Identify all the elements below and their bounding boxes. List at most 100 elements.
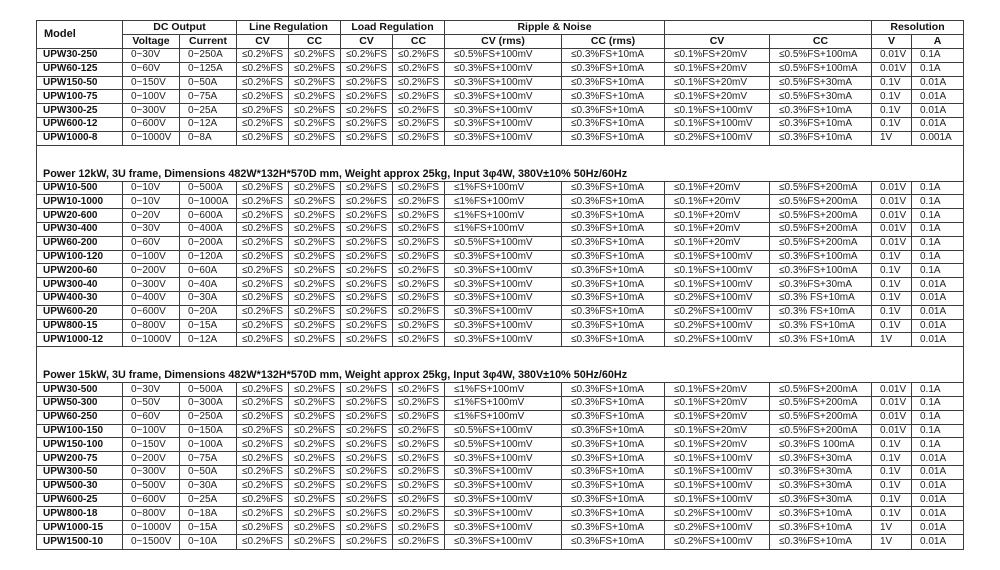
cell-model: UPW10-1000 (37, 195, 123, 210)
cell: ≤0.3%FS+10mA (562, 410, 665, 425)
cell: ≤0.2%FS (237, 424, 289, 439)
cell: ≤0.1%F+20mV (665, 236, 770, 251)
cell: ≤0.2%FS (237, 438, 289, 453)
cell: ≤0.3%FS+10mA (562, 62, 665, 77)
cell: 0~100V (123, 90, 180, 105)
cell: 0~600V (123, 117, 180, 132)
cell: ≤0.2%FS (341, 250, 393, 265)
table-row: UPW200-60 0~200V 0~60A ≤0.2%FS ≤0.2%FS ≤0.2%F… (37, 264, 963, 279)
header-res-a: A (912, 35, 963, 49)
cell: 0.01V (872, 222, 912, 237)
cell: 0~100A (180, 438, 237, 453)
cell: 0~12A (180, 117, 237, 132)
cell: ≤0.3%FS+30mA (770, 465, 872, 480)
cell: 0.01V (872, 383, 912, 397)
cell: ≤0.3%FS+10mA (562, 493, 665, 508)
cell: ≤0.3%FS+10mA (770, 117, 872, 132)
cell: 0~100V (123, 424, 180, 439)
cell: ≤0.2%FS (341, 90, 393, 105)
cell: ≤0.2%FS (289, 424, 341, 439)
cell: ≤0.2%FS (289, 507, 341, 522)
table-row: UPW100-120 0~100V 0~120A ≤0.2%FS ≤0.2%FS ≤0.2… (37, 250, 963, 265)
cell: 0~120A (180, 250, 237, 265)
cell: ≤0.2%FS (289, 333, 341, 348)
cell-model: UPW30-250 (37, 49, 123, 63)
cell: ≤0.3%FS+10mA (562, 452, 665, 466)
spec-table: Model DC Output Line Regulation Load Reg… (36, 20, 964, 550)
cell: ≤0.3%FS+100mV (445, 291, 562, 306)
cell: ≤0.3%FS+10mA (562, 479, 665, 494)
cell: ≤0.2%FS+100mV (665, 534, 770, 549)
cell: ≤0.2%FS (237, 333, 289, 348)
cell: ≤0.2%FS+100mV (665, 291, 770, 306)
cell: 0.01V (872, 49, 912, 63)
cell: 0.1V (872, 90, 912, 105)
cell: ≤0.2%FS+100mV (665, 319, 770, 334)
cell: ≤0.2%FS (393, 222, 445, 237)
cell: 0.01V (872, 396, 912, 411)
cell: ≤0.2%FS (341, 222, 393, 237)
header-line-cc: CC (289, 35, 341, 49)
cell: ≤0.2%FS (237, 222, 289, 237)
cell: 0.1V (872, 305, 912, 320)
cell-model: UPW60-125 (37, 62, 123, 77)
cell: ≤0.3% FS+10mA (770, 305, 872, 320)
cell: 0~60V (123, 410, 180, 425)
cell: ≤0.2%FS+100mV (665, 305, 770, 320)
cell: ≤0.2%FS (237, 76, 289, 91)
header-cc-rms: CC (rms) (562, 35, 665, 49)
cell: ≤0.1%FS+100mV (665, 104, 770, 118)
cell: ≤0.3%FS+100mV (445, 507, 562, 522)
cell: ≤0.2%FS (393, 424, 445, 439)
cell: ≤0.2%FS (341, 305, 393, 320)
header-model: Model (37, 21, 123, 49)
cell: 0~30V (123, 49, 180, 63)
cell: ≤0.2%FS (393, 305, 445, 320)
cell: 0~250A (180, 49, 237, 63)
cell: 1V (872, 131, 912, 146)
table-row: UPW30-400 0~30V 0~400A ≤0.2%FS ≤0.2%FS ≤0.2%F… (37, 222, 963, 237)
cell: 0.1A (912, 438, 963, 453)
header-res-v: V (872, 35, 912, 49)
cell: ≤0.2%FS (237, 410, 289, 425)
table-row: UPW600-12 0~600V 0~12A ≤0.2%FS ≤0.2%FS ≤0.2%F… (37, 117, 963, 132)
cell: 0~300V (123, 104, 180, 118)
cell: 0~30A (180, 291, 237, 306)
cell: ≤0.3%FS+100mV (445, 76, 562, 91)
cell: ≤0.2%FS (341, 521, 393, 535)
cell: ≤0.3%FS+100mV (445, 521, 562, 535)
cell: ≤0.2%FS+100mV (665, 131, 770, 146)
cell: ≤0.1%FS+20mV (665, 90, 770, 105)
cell-model: UPW300-25 (37, 104, 123, 118)
cell: 0~200V (123, 452, 180, 466)
cell: ≤0.5%FS+100mV (445, 438, 562, 453)
cell: 0.001A (912, 132, 963, 146)
header-line-cv: CV (237, 35, 289, 49)
table-row: UPW1500-10 0~1500V 0~10A ≤0.2%FS ≤0.2%FS ≤0.2… (37, 534, 963, 549)
cell: 1V (872, 333, 912, 348)
cell-model: UPW10-500 (37, 181, 123, 196)
cell: 0.01A (912, 104, 963, 118)
cell-model: UPW300-40 (37, 278, 123, 292)
cell: 0.1V (872, 291, 912, 306)
cell: ≤0.3%FS+100mV (445, 264, 562, 279)
cell: 0~75A (180, 90, 237, 105)
cell: 0.1V (872, 76, 912, 91)
cell: ≤1%FS+100mV (445, 396, 562, 411)
cell: 0.01V (872, 410, 912, 425)
cell: ≤0.3%FS+10mA (562, 209, 665, 223)
cell: ≤0.2%FS (341, 479, 393, 494)
cell: 0~300A (180, 396, 237, 411)
cell: 0.01A (912, 521, 963, 535)
cell: 0.01A (912, 494, 963, 508)
cell: ≤0.2%FS (237, 278, 289, 292)
table-row: UPW100-150 0~100V 0~150A ≤0.2%FS ≤0.2%FS ≤0.2… (37, 424, 963, 439)
cell: ≤0.2%FS (341, 131, 393, 146)
cell: ≤0.2%FS (237, 264, 289, 279)
cell: ≤0.2%FS (289, 465, 341, 480)
cell: ≤0.3%FS+100mA (770, 264, 872, 279)
cell: ≤0.2%FS (341, 424, 393, 439)
cell: ≤0.2%FS (289, 479, 341, 494)
cell: ≤0.2%FS (289, 305, 341, 320)
cell: ≤0.2%FS (289, 452, 341, 466)
